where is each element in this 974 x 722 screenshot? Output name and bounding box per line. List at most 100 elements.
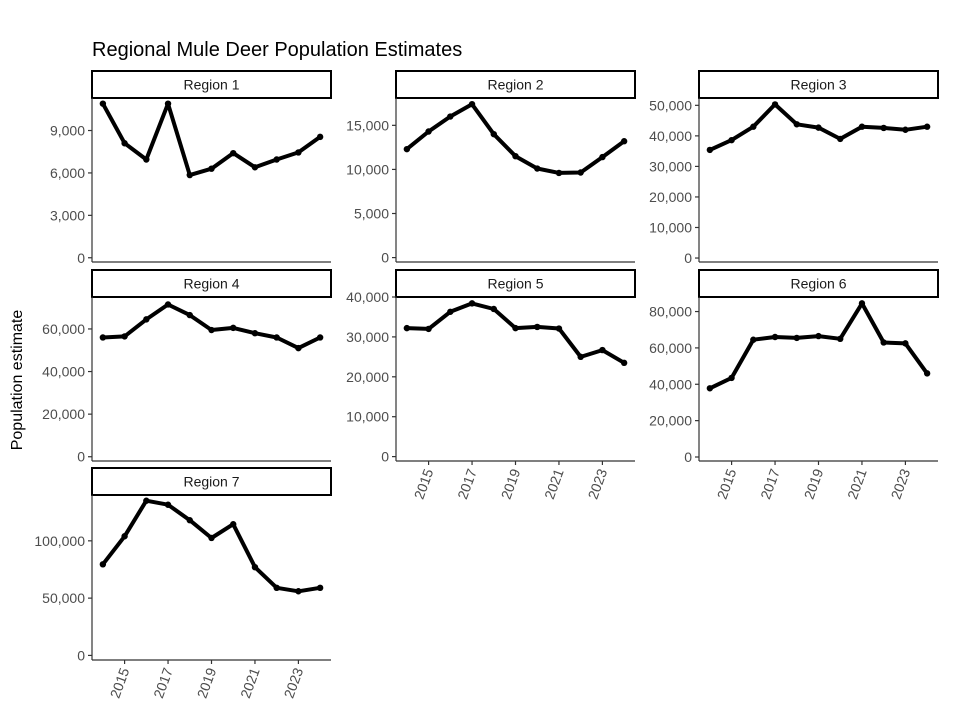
region-2-data-point (447, 113, 454, 120)
region-6-y-tick-label: 20,000 (649, 413, 692, 429)
region-7-y-tick-label: 100,000 (34, 533, 85, 549)
region-1-panel: Region 1 0 3,000 6,000 9,000 (50, 70, 332, 266)
region-5-data-point (403, 324, 411, 332)
region-2-y-tick-label: 10,000 (346, 161, 389, 177)
region-3-y-tick-label: 20,000 (649, 189, 692, 205)
region-5-data-point (512, 324, 519, 332)
region-6-data-point (750, 336, 757, 343)
region-3-data-point (858, 123, 866, 130)
region-4-panel: Region 4 0 20,000 40,000 60,000 (42, 269, 332, 465)
region-6-x-tick-label: 2015 (714, 466, 740, 501)
region-7-data-point (208, 534, 215, 542)
region-3-data-point (728, 136, 735, 144)
region-2-data-point (534, 165, 541, 172)
region-4-data-point (251, 330, 259, 337)
region-7-x-tick-label: 2015 (107, 665, 133, 700)
region-5-data-point (599, 346, 606, 354)
region-1-data-point (186, 171, 193, 179)
region-2-series-line (404, 102, 627, 175)
region-6-data-point (880, 339, 887, 346)
region-1-data-point (273, 156, 280, 163)
region-1-data-point (208, 165, 215, 172)
region-6-data-point (771, 333, 779, 341)
region-3-data-point (750, 123, 757, 130)
region-5-data-point (620, 359, 628, 367)
region-6-x-tick-label: 2023 (888, 466, 914, 501)
region-5-data-point (468, 300, 476, 307)
region-7-series-line (100, 498, 323, 594)
region-2-panel: Region 2 0 5,000 10,000 15,000 (346, 70, 636, 266)
region-1-strip (91, 70, 332, 99)
region-3-data-point (923, 123, 931, 130)
region-4-data-point (230, 324, 237, 332)
region-7-data-point (121, 533, 128, 540)
region-2-strip (395, 70, 636, 99)
region-3-y-tick-label: 30,000 (649, 158, 692, 174)
region-2-data-point (555, 169, 563, 177)
region-6-data-point (837, 335, 844, 343)
region-5-y-tick-label: 0 (381, 449, 389, 465)
region-7-data-point (295, 588, 302, 595)
region-6-x-tick-label: 2019 (801, 466, 827, 501)
region-5-x-tick-label: 2015 (411, 466, 437, 501)
region-4-strip (91, 269, 332, 298)
region-5-y-tick-label: 40,000 (346, 289, 389, 305)
region-4-strip-label: Region 4 (183, 276, 239, 292)
region-1-y-tick-label: 9,000 (50, 123, 85, 139)
region-6-data-point (923, 370, 931, 377)
region-6-data-point (706, 385, 714, 392)
region-4-data-point (164, 301, 172, 308)
region-1-data-point (99, 100, 107, 107)
region-3-y-tick-label: 0 (684, 250, 692, 266)
region-4-data-point (208, 326, 215, 334)
region-1-series-line (100, 101, 323, 178)
region-2-data-point (490, 130, 497, 138)
region-4-data-point (99, 334, 107, 341)
region-3-strip-label: Region 3 (790, 77, 846, 93)
region-3-data-point (902, 126, 909, 133)
region-4-y-tick-label: 60,000 (42, 321, 85, 337)
region-1-y-tick-label: 0 (77, 250, 85, 266)
region-5-strip (395, 269, 636, 298)
region-6-data-point (902, 340, 909, 347)
region-5-x-tick-label: 2017 (454, 466, 480, 501)
region-7-data-point (164, 501, 172, 508)
region-6-y-tick-label: 0 (684, 449, 692, 465)
region-1-data-point (251, 164, 259, 171)
region-4-data-point (295, 344, 302, 352)
region-5-strip-label: Region 5 (487, 276, 543, 292)
region-6-strip (698, 269, 939, 298)
region-5-data-point (425, 325, 432, 333)
region-6-y-tick-label: 40,000 (649, 376, 692, 392)
region-7-data-point (99, 561, 107, 568)
region-5-y-tick-label: 10,000 (346, 409, 389, 425)
region-2-data-point (620, 138, 628, 145)
facet-panels: Region 1 0 3,000 6,000 9,000 Region 2 0 5,000 10… (34, 70, 939, 700)
region-1-data-point (316, 133, 324, 141)
region-5-x-tick-label: 2019 (498, 466, 524, 501)
region-7-y-tick-label: 50,000 (42, 590, 85, 606)
region-3-y-tick-label: 40,000 (649, 128, 692, 144)
region-7-data-point (316, 584, 324, 592)
region-7-data-point (273, 584, 280, 592)
region-3-y-tick-label: 10,000 (649, 219, 692, 235)
region-1-strip-label: Region 1 (183, 77, 239, 93)
region-2-data-point (468, 100, 476, 108)
region-5-data-point (447, 308, 454, 315)
region-2-y-tick-label: 5,000 (354, 206, 389, 222)
region-7-y-tick-label: 0 (77, 647, 85, 663)
region-7-x-tick-label: 2023 (281, 665, 307, 700)
region-2-data-point (425, 128, 432, 135)
region-3-y-tick-label: 50,000 (649, 97, 692, 113)
region-4-data-point (121, 333, 128, 340)
region-7-strip (91, 467, 332, 496)
region-1-data-point (230, 149, 237, 157)
region-7-data-point (186, 517, 193, 524)
region-1-data-point (121, 140, 128, 147)
y-axis-title: Population estimate (9, 310, 26, 451)
region-6-x-tick-label: 2017 (757, 466, 783, 501)
chart-title: Regional Mule Deer Population Estimates (92, 39, 462, 61)
region-4-series-line (100, 302, 323, 351)
region-2-data-point (577, 169, 584, 176)
